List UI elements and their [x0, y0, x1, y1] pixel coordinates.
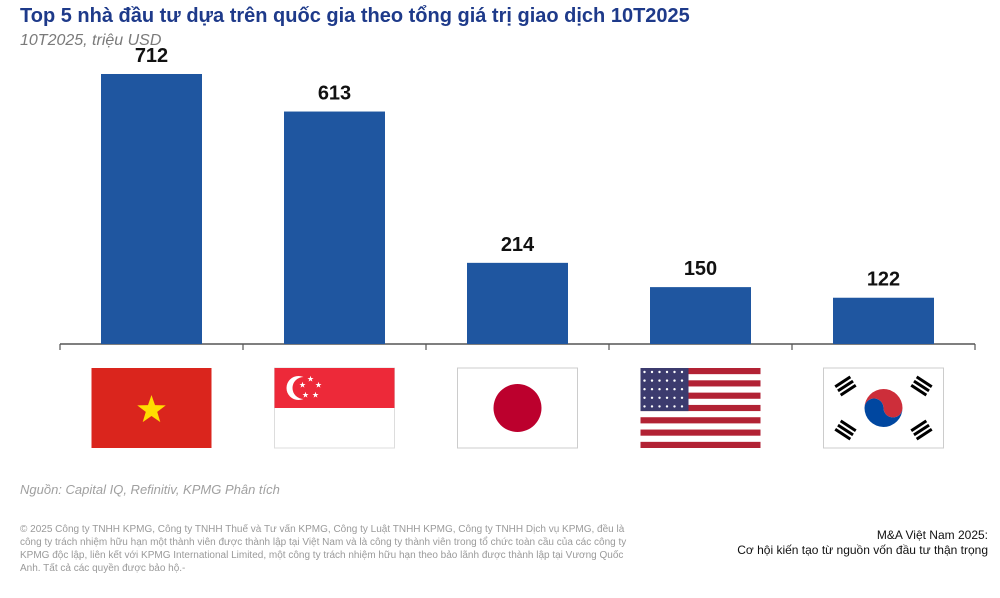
- bar: [467, 262, 568, 344]
- bar: [101, 73, 202, 344]
- bar: [650, 287, 751, 344]
- data-label: 150: [684, 258, 717, 280]
- report-title-line2: Cơ hội kiến tạo từ nguồn vốn đầu tư thận…: [737, 543, 988, 557]
- data-label: 613: [318, 83, 351, 105]
- vietnam-flag-icon: [91, 368, 212, 448]
- chart-subtitle: 10T2025, triệu USD: [20, 32, 162, 49]
- report-title: M&A Việt Nam 2025: Cơ hội kiến tạo từ ng…: [628, 528, 988, 558]
- data-label: 122: [867, 269, 900, 291]
- data-label: 712: [135, 45, 168, 67]
- japan-flag-icon: [457, 367, 578, 449]
- source-note: Nguồn: Capital IQ, Refinitiv, KPMG Phân …: [20, 482, 280, 497]
- report-title-line1: M&A Việt Nam 2025:: [876, 528, 988, 542]
- usa-flag-icon: [640, 368, 761, 448]
- singapore-flag-icon: [274, 367, 395, 449]
- chart-title: Top 5 nhà đầu tư dựa trên quốc gia theo …: [20, 5, 690, 27]
- bar-chart: 712 613 214 150 122: [59, 45, 976, 449]
- copyright-note: © 2025 Công ty TNHH KPMG, Công ty TNHH T…: [20, 524, 627, 574]
- korea-flag-icon: [823, 367, 944, 449]
- bar: [833, 297, 934, 344]
- data-label: 214: [501, 234, 535, 256]
- bar: [284, 111, 385, 344]
